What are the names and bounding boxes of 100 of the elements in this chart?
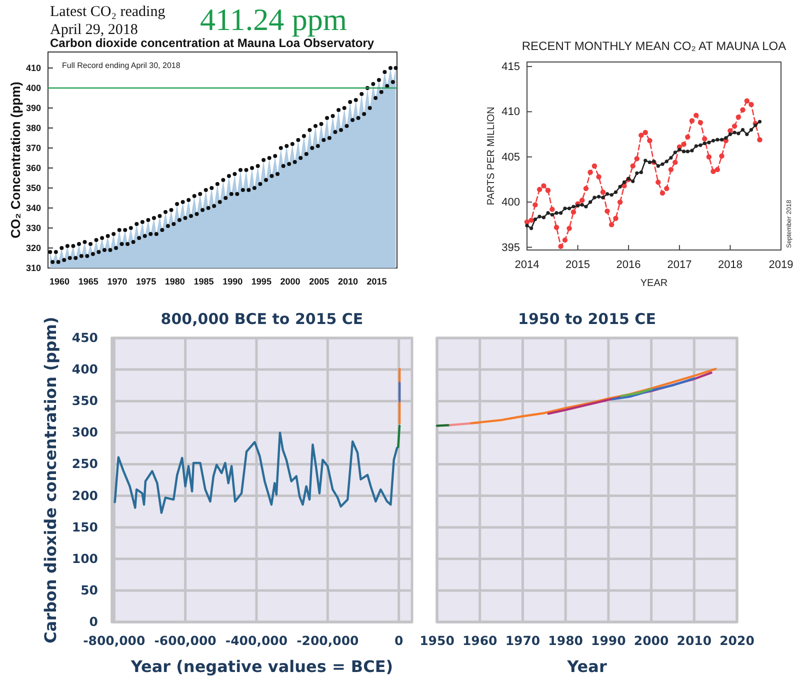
point — [744, 98, 750, 104]
x-tick-label: 1990 — [591, 632, 626, 648]
point — [588, 200, 592, 204]
y-tick-label: 250 — [72, 456, 98, 472]
point — [660, 162, 664, 166]
point — [648, 160, 652, 164]
point — [757, 137, 762, 142]
point — [672, 160, 678, 165]
x-tick-label: 1970 — [505, 632, 540, 648]
point — [596, 194, 601, 198]
y-tick-label: 400 — [502, 196, 520, 209]
point — [554, 211, 558, 215]
point — [668, 166, 674, 172]
y-tick-label: 450 — [72, 330, 98, 345]
point — [600, 190, 606, 195]
point — [576, 204, 580, 208]
point — [732, 124, 738, 129]
point — [754, 123, 758, 128]
point — [596, 174, 602, 180]
y-tick-label: 150 — [72, 519, 98, 534]
chart-title: 1950 to 2015 CE — [518, 310, 656, 328]
point — [690, 148, 694, 152]
point — [728, 128, 733, 134]
point — [533, 217, 538, 222]
point — [530, 226, 534, 230]
point — [579, 198, 585, 203]
y-tick-label: 380 — [26, 122, 41, 133]
point — [541, 183, 546, 188]
y-tick-label: 410 — [26, 62, 41, 73]
point — [720, 138, 724, 142]
point — [572, 204, 576, 208]
point — [638, 132, 644, 138]
x-tick-label: 2014 — [514, 258, 540, 271]
point — [719, 153, 724, 159]
point — [706, 154, 712, 160]
point — [639, 170, 644, 174]
point — [656, 180, 661, 185]
chart-title: Carbon dioxide concentration at Mauna Loa Observatory — [50, 36, 374, 50]
point — [724, 136, 728, 140]
y-axis-title: Carbon dioxide concentration (ppm) — [41, 316, 60, 644]
point — [592, 196, 596, 200]
point — [736, 132, 740, 136]
x-tick-label: 2015 — [366, 276, 387, 286]
point — [728, 132, 732, 136]
point — [678, 148, 682, 152]
y-tick-label: 320 — [26, 242, 41, 253]
point — [673, 150, 677, 154]
point — [686, 150, 690, 154]
annotation: Full Record ending April 30, 2018 — [62, 61, 181, 70]
x-tick-label: 1950 — [420, 632, 455, 648]
point — [707, 140, 711, 144]
y-tick-label: 100 — [72, 550, 98, 566]
point — [732, 130, 736, 134]
y-tick-label: 370 — [26, 142, 41, 153]
text: Latest CO₂ reading — [50, 4, 166, 20]
y-tick-label: 300 — [72, 424, 98, 440]
x-tick-label: 2010 — [338, 276, 358, 286]
x-tick-label: 1990 — [222, 276, 243, 286]
point — [614, 190, 618, 194]
point — [554, 224, 560, 230]
chart-title: 800,000 BCE to 2015 CE — [160, 310, 364, 328]
point — [536, 186, 542, 192]
x-tick-label: 2019 — [768, 258, 794, 271]
y-tick-label: 50 — [80, 582, 98, 598]
point — [550, 212, 554, 217]
point — [698, 143, 702, 147]
point — [545, 188, 551, 193]
point — [562, 237, 568, 243]
point — [538, 214, 542, 218]
point — [694, 144, 698, 148]
x-tick-label: 2018 — [718, 258, 742, 271]
point — [613, 216, 618, 221]
y-tick-label: 360 — [26, 162, 41, 173]
point — [580, 203, 584, 207]
point — [583, 186, 589, 192]
point — [736, 114, 742, 120]
point — [682, 150, 686, 154]
point — [660, 190, 666, 196]
x-tick-label: 1995 — [251, 276, 272, 286]
point — [664, 160, 668, 164]
text: April 29, 2018 — [50, 22, 138, 38]
text: 411.24 ppm — [200, 2, 347, 37]
point — [532, 202, 538, 208]
y-axis-title: CO₂ Concentration (ppm) — [8, 82, 23, 238]
point — [550, 206, 555, 212]
point — [617, 199, 623, 205]
point — [716, 138, 720, 142]
x-tick-label: 2020 — [720, 632, 755, 648]
point — [601, 196, 605, 200]
point — [740, 107, 746, 113]
x-axis-title: YEAR — [640, 278, 668, 289]
point — [748, 102, 754, 108]
point — [664, 186, 670, 192]
point — [689, 118, 695, 124]
point — [634, 156, 640, 162]
point — [656, 164, 660, 168]
x-tick-label: 1960 — [50, 276, 70, 286]
y-tick-label: 310 — [26, 262, 41, 273]
point — [710, 168, 716, 174]
point — [740, 128, 745, 132]
